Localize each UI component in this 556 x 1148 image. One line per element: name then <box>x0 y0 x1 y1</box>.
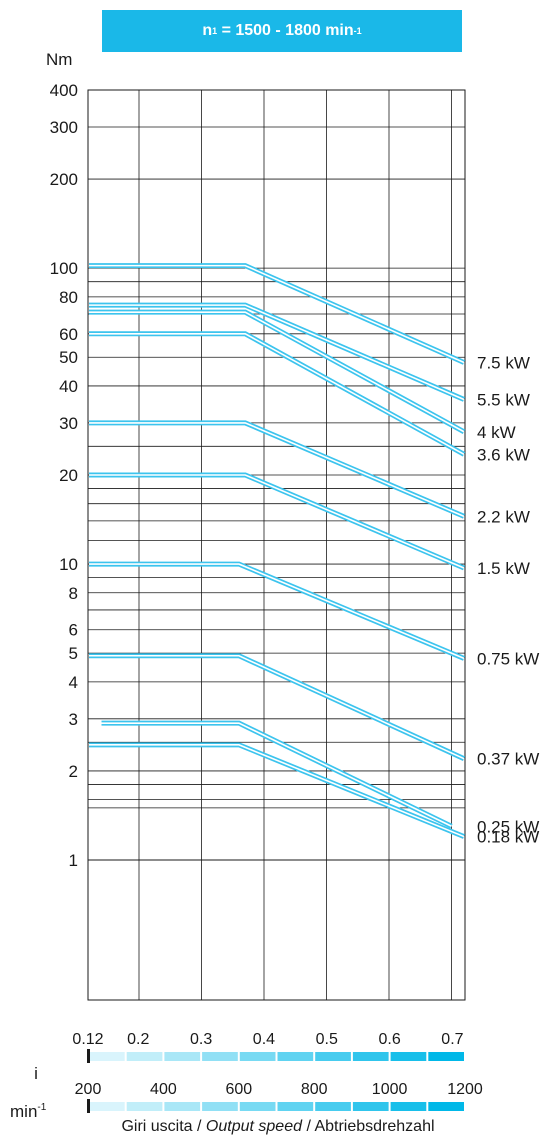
caption-part-2: Output speed <box>205 1118 302 1135</box>
series-label: 0.37 kW <box>477 750 539 769</box>
i-scale-segment <box>277 1052 314 1061</box>
series-line-highlight <box>89 333 465 455</box>
series-line <box>89 561 465 661</box>
series-line-highlight <box>89 311 465 433</box>
series-line-highlight <box>89 744 465 838</box>
series-line-highlight <box>89 654 465 760</box>
i-scale-segment <box>126 1052 163 1061</box>
rpm-scale-start-tick <box>87 1099 90 1113</box>
y-tick-label: 3 <box>69 710 78 729</box>
y-tick-label: 20 <box>59 466 78 485</box>
rpm-scale-segment <box>390 1102 427 1111</box>
header-range: = 1500 - 1800 min <box>221 22 354 39</box>
i-scale-tick-label: 0.2 <box>127 1031 149 1048</box>
y-axis-unit: Nm <box>46 50 73 69</box>
y-tick-label: 10 <box>59 555 78 574</box>
i-scale-tick-label: 0.4 <box>253 1031 275 1048</box>
rpm-scale-segment <box>126 1102 163 1111</box>
series-line-highlight <box>89 422 465 518</box>
series-line-highlight <box>89 264 465 364</box>
rpm-scale-tick-label: 600 <box>225 1081 252 1098</box>
series-line-highlight <box>89 304 465 401</box>
i-axis-label: i <box>34 1064 38 1083</box>
rpm-axis-label: min-1 <box>10 1102 47 1118</box>
header-sup: -1 <box>353 26 362 36</box>
i-scale-segment <box>202 1052 238 1061</box>
y-tick-label: 6 <box>69 621 78 640</box>
rpm-scale-segment <box>352 1102 389 1111</box>
rpm-scale-segment <box>315 1102 351 1111</box>
rpm-scale-tick-label: 400 <box>150 1081 177 1098</box>
rpm-axis-label-sup: -1 <box>37 1102 46 1113</box>
rpm-scale-tick-label: 800 <box>301 1081 328 1098</box>
series-label: 0.18 kW <box>477 828 539 847</box>
rpm-scale-segment <box>239 1102 276 1111</box>
series-label: 3.6 kW <box>477 445 530 464</box>
series-label: 4 kW <box>477 423 516 442</box>
i-scale-start-tick <box>87 1049 90 1063</box>
y-tick-label: 50 <box>59 348 78 367</box>
series-label: 0.25 kW <box>477 817 539 836</box>
i-scale-segment <box>89 1052 125 1061</box>
series-label: 2.2 kW <box>477 507 530 526</box>
y-tick-label: 1 <box>69 851 78 870</box>
rpm-scale-tick-label: 200 <box>75 1081 102 1098</box>
i-scale-segment <box>352 1052 389 1061</box>
y-tick-label: 4 <box>69 673 78 692</box>
series-line-highlight <box>101 722 452 828</box>
header-sub: 1 <box>212 26 218 36</box>
y-tick-label: 80 <box>59 288 78 307</box>
series-line-highlight <box>89 563 465 660</box>
plot-frame <box>87 89 466 1001</box>
rpm-scale-tick-label: 1000 <box>372 1081 408 1098</box>
rpm-scale-segment <box>164 1102 201 1111</box>
torque-chart: 1 2 3 4 5 6 8 10 20 30 40 50 60 80 100 200 300 400 7.5 kW 5… <box>10 81 539 1118</box>
x-axis-caption: Giri uscita / Output speed / Abtriebsdre… <box>0 1118 556 1136</box>
y-tick-label: 200 <box>50 170 78 189</box>
i-scale-segment <box>164 1052 201 1061</box>
i-scale-tick-label: 0.12 <box>72 1031 103 1048</box>
y-tick-label: 8 <box>69 584 78 603</box>
rpm-scale-segment <box>89 1102 125 1111</box>
y-tick-label: 60 <box>59 325 78 344</box>
i-scale-tick-label: 0.5 <box>316 1031 338 1048</box>
i-scale-tick-label: 0.7 <box>441 1031 463 1048</box>
i-scale-segment <box>428 1052 464 1061</box>
y-tick-label: 2 <box>69 762 78 781</box>
rpm-scale-segment <box>202 1102 238 1111</box>
i-scale-segment <box>239 1052 276 1061</box>
series-label: 0.75 kW <box>477 649 539 668</box>
series-label: 7.5 kW <box>477 353 530 372</box>
i-scale-segment <box>390 1052 427 1061</box>
y-tick-label: 5 <box>69 644 78 663</box>
series-label: 1.5 kW <box>477 559 530 578</box>
header-n: n <box>202 22 213 39</box>
y-tick-label: 100 <box>50 259 78 278</box>
y-tick-label: 40 <box>59 377 78 396</box>
i-scale-segment <box>315 1052 351 1061</box>
caption-part-1: Giri uscita / <box>121 1118 202 1135</box>
rpm-scale-segment <box>277 1102 314 1111</box>
rpm-scale-tick-label: 1200 <box>447 1081 483 1098</box>
y-tick-label: 400 <box>50 81 78 100</box>
rpm-scale-segment <box>428 1102 464 1111</box>
series-line-highlight <box>89 474 465 569</box>
series-line <box>89 742 465 839</box>
y-tick-label: 300 <box>50 118 78 137</box>
i-scale-tick-label: 0.3 <box>190 1031 212 1048</box>
series-label: 5.5 kW <box>477 390 530 409</box>
caption-part-3: / Abtriebsdrehzahl <box>306 1118 435 1135</box>
i-scale-tick-label: 0.6 <box>378 1031 400 1048</box>
y-tick-label: 30 <box>59 414 78 433</box>
